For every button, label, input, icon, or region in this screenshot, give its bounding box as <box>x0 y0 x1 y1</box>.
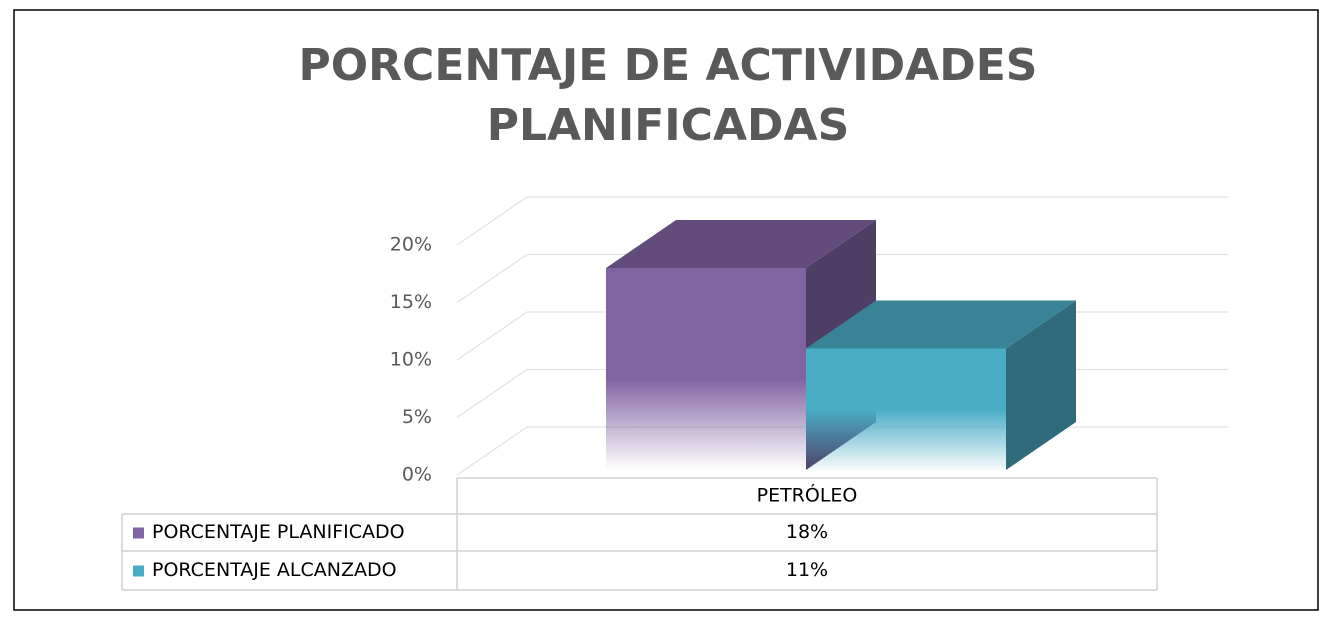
y-tick-label: 5% <box>402 406 432 428</box>
grid-line <box>456 196 1228 246</box>
bar <box>806 348 1006 470</box>
y-tick-label: 0% <box>402 464 432 486</box>
chart-title: PLANIFICADAS <box>487 100 850 151</box>
legend-key <box>133 527 144 539</box>
bar-top <box>806 300 1076 349</box>
legend-label: PORCENTAJE ALCANZADO <box>152 559 397 581</box>
chart-title: PORCENTAJE DE ACTIVIDADES <box>299 40 1038 91</box>
x-tick-label: PETRÓLEO <box>757 483 858 507</box>
data-label: 18% <box>786 521 828 543</box>
bar <box>606 268 806 470</box>
data-label: 11% <box>786 559 828 581</box>
y-tick-label: 20% <box>390 234 432 256</box>
legend-label: PORCENTAJE PLANIFICADO <box>152 521 405 543</box>
y-tick-label: 10% <box>390 349 432 371</box>
bar-top <box>606 220 876 268</box>
y-tick-label: 15% <box>390 291 432 313</box>
grid-line <box>456 253 1228 303</box>
bar-side <box>1006 300 1076 470</box>
legend-key <box>133 565 144 577</box>
